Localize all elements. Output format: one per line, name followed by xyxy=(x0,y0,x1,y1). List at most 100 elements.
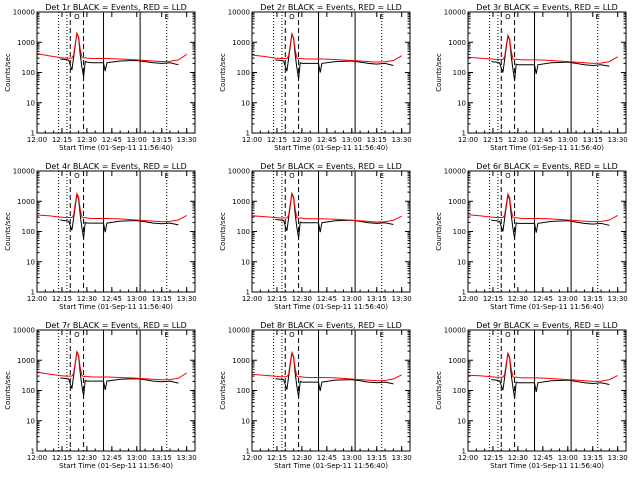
x-tick-label: 13:15 xyxy=(367,295,387,303)
x-tick-label: 13:00 xyxy=(127,454,147,462)
panel-title: Det 9r BLACK = Events, RED = LLD xyxy=(476,321,618,330)
x-tick-label: 12:15 xyxy=(483,454,503,462)
events-series-line xyxy=(60,194,179,239)
y-tick-label: 10 xyxy=(241,258,250,266)
event-marker-label: E xyxy=(380,172,384,180)
events-series-line xyxy=(275,350,394,398)
x-tick-label: 13:30 xyxy=(392,454,412,462)
events-series-line xyxy=(60,351,179,397)
y-tick-label: 10 xyxy=(457,258,466,266)
y-tick-label: 1000 xyxy=(17,39,35,47)
events-series-line xyxy=(491,351,610,399)
y-tick-label: 10000 xyxy=(13,9,35,17)
x-tick-label: 12:30 xyxy=(77,454,97,462)
y-tick-label: 1 xyxy=(246,130,250,138)
y-tick-label: 100 xyxy=(237,228,250,236)
x-tick-label: 13:15 xyxy=(152,454,172,462)
events-series-line xyxy=(275,193,394,239)
x-tick-label: 12:30 xyxy=(77,295,97,303)
x-tick-label: 13:30 xyxy=(608,295,628,303)
y-tick-label: 10000 xyxy=(228,327,250,335)
x-tick-label: 12:00 xyxy=(27,295,47,303)
x-tick-label: 12:00 xyxy=(27,454,47,462)
x-tick-label: 12:45 xyxy=(317,295,337,303)
lld-series-line xyxy=(251,191,402,223)
lld-series-line xyxy=(36,31,187,63)
event-marker-label: O xyxy=(289,13,295,21)
x-tick-label: 12:45 xyxy=(317,454,337,462)
events-series-line xyxy=(491,34,610,81)
x-tick-label: 12:45 xyxy=(533,454,553,462)
y-axis-label: Counts/sec xyxy=(435,53,443,92)
y-tick-label: 100 xyxy=(22,228,35,236)
y-tick-label: 10000 xyxy=(13,168,35,176)
y-axis-label: Counts/sec xyxy=(4,53,12,92)
x-tick-label: 13:30 xyxy=(177,295,197,303)
y-tick-label: 1 xyxy=(246,289,250,297)
x-tick-label: 13:15 xyxy=(583,454,603,462)
x-tick-label: 13:30 xyxy=(392,136,412,144)
y-axis-label: Counts/sec xyxy=(219,53,227,92)
x-tick-label: 12:15 xyxy=(52,454,72,462)
y-tick-label: 10000 xyxy=(228,168,250,176)
x-tick-label: 13:00 xyxy=(127,295,147,303)
x-tick-label: 12:45 xyxy=(317,136,337,144)
y-tick-label: 10 xyxy=(457,99,466,107)
x-tick-label: 13:00 xyxy=(342,295,362,303)
event-marker-label: E xyxy=(165,331,169,339)
y-tick-label: 1 xyxy=(31,289,35,297)
x-tick-label: 13:15 xyxy=(152,136,172,144)
lld-series-line xyxy=(36,191,187,223)
x-tick-label: 13:00 xyxy=(342,136,362,144)
x-tick-label: 12:30 xyxy=(292,454,312,462)
x-tick-label: 12:00 xyxy=(27,136,47,144)
y-axis-label: Counts/sec xyxy=(4,212,12,251)
y-tick-label: 100 xyxy=(453,387,466,395)
x-tick-label: 13:30 xyxy=(392,295,412,303)
x-tick-label: 12:00 xyxy=(458,295,478,303)
y-tick-label: 100 xyxy=(237,69,250,77)
x-tick-label: 12:45 xyxy=(102,295,122,303)
x-tick-label: 12:30 xyxy=(292,295,312,303)
y-axis-label: Counts/sec xyxy=(219,371,227,410)
x-tick-label: 12:15 xyxy=(267,136,287,144)
x-tick-label: 13:15 xyxy=(367,454,387,462)
event-marker-label: E xyxy=(596,13,600,21)
event-marker-label: O xyxy=(74,13,80,21)
x-axis-label: Start Time (01-Sep-11 11:56:40) xyxy=(274,144,388,152)
y-tick-label: 1000 xyxy=(232,39,250,47)
y-axis-label: Counts/sec xyxy=(219,212,227,251)
x-tick-label: 13:00 xyxy=(127,136,147,144)
y-tick-label: 1 xyxy=(462,289,466,297)
y-tick-label: 1000 xyxy=(17,198,35,206)
x-tick-label: 12:45 xyxy=(533,295,553,303)
x-tick-label: 12:00 xyxy=(242,454,262,462)
y-tick-label: 10 xyxy=(457,417,466,425)
y-tick-label: 1 xyxy=(246,448,250,456)
y-tick-label: 1000 xyxy=(232,198,250,206)
x-tick-label: 12:45 xyxy=(102,454,122,462)
panel-title: Det 4r BLACK = Events, RED = LLD xyxy=(45,162,187,171)
lld-series-line xyxy=(251,31,402,63)
x-tick-label: 12:30 xyxy=(508,136,528,144)
x-tick-label: 13:15 xyxy=(367,136,387,144)
x-tick-label: 12:15 xyxy=(52,295,72,303)
x-axis-label: Start Time (01-Sep-11 11:56:40) xyxy=(59,303,173,311)
x-tick-label: 12:30 xyxy=(292,136,312,144)
y-tick-label: 10 xyxy=(26,258,35,266)
x-tick-label: 13:30 xyxy=(177,454,197,462)
event-marker-label: O xyxy=(289,172,295,180)
x-tick-label: 12:15 xyxy=(52,136,72,144)
y-axis-label: Counts/sec xyxy=(435,212,443,251)
y-axis-label: Counts/sec xyxy=(435,371,443,410)
panel-title: Det 6r BLACK = Events, RED = LLD xyxy=(476,162,618,171)
x-axis-label: Start Time (01-Sep-11 11:56:40) xyxy=(490,462,604,470)
